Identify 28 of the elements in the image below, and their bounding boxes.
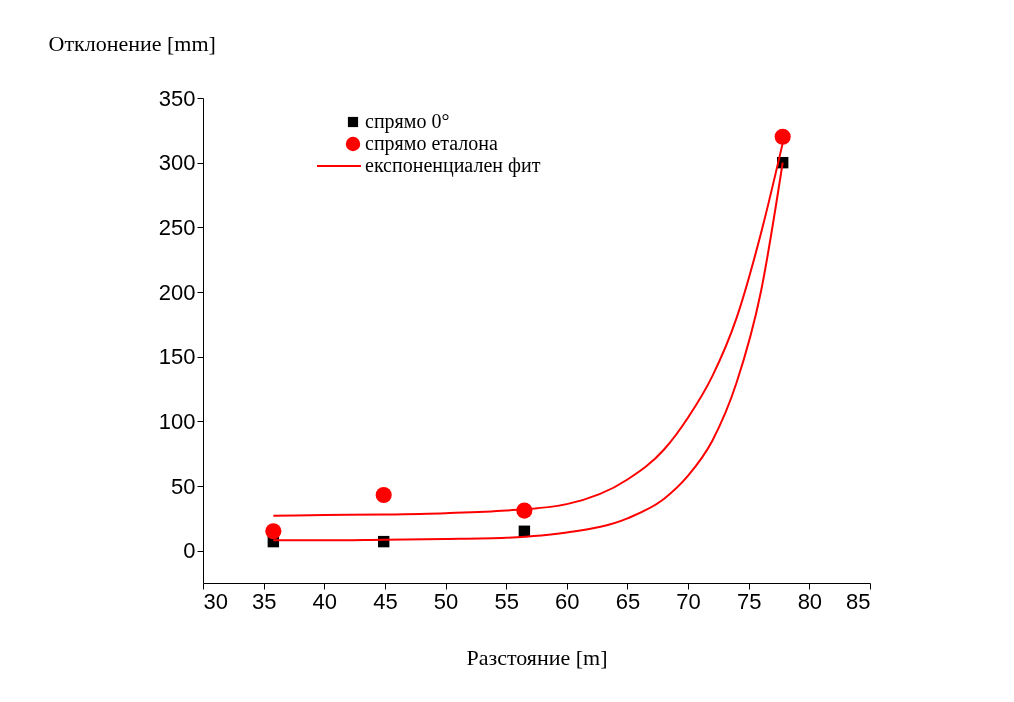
x-tick-label: 75	[736, 588, 762, 614]
point	[774, 128, 791, 145]
x-tick-label: 40	[312, 588, 338, 614]
y-tick-label: 50	[171, 473, 196, 499]
y-tick-label: 100	[158, 408, 196, 434]
point	[265, 523, 282, 540]
x-tick-label: 35	[251, 588, 277, 614]
x-tick-label: 65	[615, 588, 641, 614]
x-tick-label: 55	[494, 588, 519, 614]
x-tick-label: 70	[676, 588, 701, 614]
x-tick-label: 50	[433, 588, 459, 614]
point	[375, 487, 392, 504]
legend-label: спрямо 0°	[365, 110, 450, 133]
legend-label: спрямо еталона	[365, 132, 499, 155]
y-axis-title: Отклонение [mm]	[48, 30, 216, 56]
x-tick-label: 80	[797, 588, 823, 614]
y-tick-label: 350	[158, 85, 196, 111]
legend-label: експоненциален фит	[365, 154, 541, 177]
x-axis-title: Разстояние [m]	[466, 644, 608, 670]
x-tick-label: 30	[203, 588, 228, 614]
y-tick-label: 250	[158, 214, 196, 240]
x-tick-label: 45	[373, 588, 398, 614]
x-tick-label: 60	[555, 588, 580, 614]
y-tick-label: 200	[158, 279, 196, 305]
y-tick-label: 300	[158, 150, 196, 176]
y-tick-label: 0	[183, 538, 196, 564]
x-tick-label: 85	[846, 588, 871, 614]
y-tick-label: 150	[158, 344, 196, 370]
